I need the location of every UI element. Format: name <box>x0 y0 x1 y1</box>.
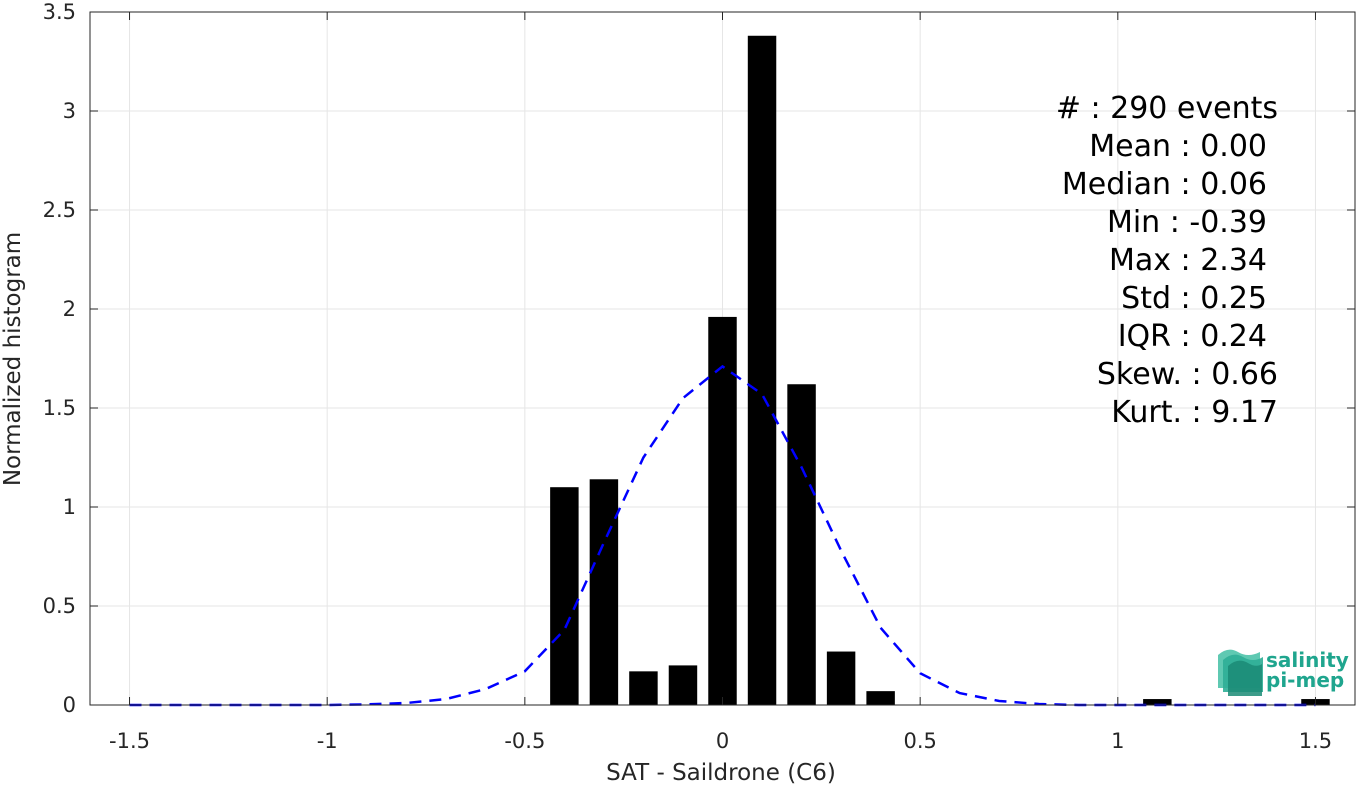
y-tick-label: 3.5 <box>43 0 76 24</box>
x-axis-label: SAT - Saildrone (C6) <box>606 760 836 785</box>
salinity-pi-mep-logo: salinity pi-mep <box>1218 648 1349 696</box>
y-axis-label: Normalized histogram <box>0 232 26 486</box>
x-tick-label: -1.5 <box>109 729 150 753</box>
x-tick-label: 0.5 <box>903 729 936 753</box>
stat-kurt: Kurt. : 9.17 <box>1111 395 1278 430</box>
y-tick-label: 0.5 <box>43 594 76 618</box>
histogram-bar <box>629 671 658 705</box>
logo-text-salinity: salinity <box>1266 648 1349 672</box>
logo-text-pi-mep: pi-mep <box>1266 668 1344 692</box>
stat-events: # : 290 events <box>1056 91 1278 126</box>
stat-mean: Mean : 0.00 <box>1089 129 1267 164</box>
histogram-bar <box>787 384 816 705</box>
histogram-bars <box>550 35 1330 705</box>
histogram-bar <box>866 691 895 705</box>
x-tick-label: 1 <box>1111 729 1124 753</box>
y-tick-labels: 0 0.5 1 1.5 2 2.5 3 3.5 <box>43 0 76 717</box>
y-tick-label: 2.5 <box>43 198 76 222</box>
y-tick-label: 1.5 <box>43 396 76 420</box>
x-tick-label: 1.5 <box>1299 729 1332 753</box>
statistics-annotation: # : 290 events Mean : 0.00 Median : 0.06… <box>1056 91 1278 430</box>
y-tick-label: 2 <box>63 297 76 321</box>
y-tick-label: 1 <box>63 495 76 519</box>
y-tick-label: 0 <box>63 693 76 717</box>
x-tick-label: -0.5 <box>504 729 545 753</box>
stat-median: Median : 0.06 <box>1062 167 1267 202</box>
stat-max: Max : 2.34 <box>1109 243 1267 278</box>
histogram-bar <box>589 479 619 705</box>
histogram-bar <box>826 651 856 705</box>
histogram-bar <box>550 487 579 705</box>
stat-iqr: IQR : 0.24 <box>1118 319 1267 354</box>
y-tick-label: 3 <box>63 99 76 123</box>
x-tick-labels: -1.5 -1 -0.5 0 0.5 1 1.5 <box>109 729 1332 753</box>
axis-ticks <box>90 11 1355 706</box>
histogram-bar <box>708 316 737 705</box>
stat-min: Min : -0.39 <box>1107 205 1267 240</box>
histogram-bar <box>1143 699 1172 705</box>
histogram-bar <box>668 665 698 705</box>
stat-std: Std : 0.25 <box>1121 281 1267 316</box>
histogram-bar <box>747 35 777 705</box>
x-tick-label: -1 <box>317 729 338 753</box>
logo-wave-icon <box>1218 649 1263 696</box>
stat-skew: Skew. : 0.66 <box>1097 357 1278 392</box>
x-tick-label: 0 <box>716 729 729 753</box>
